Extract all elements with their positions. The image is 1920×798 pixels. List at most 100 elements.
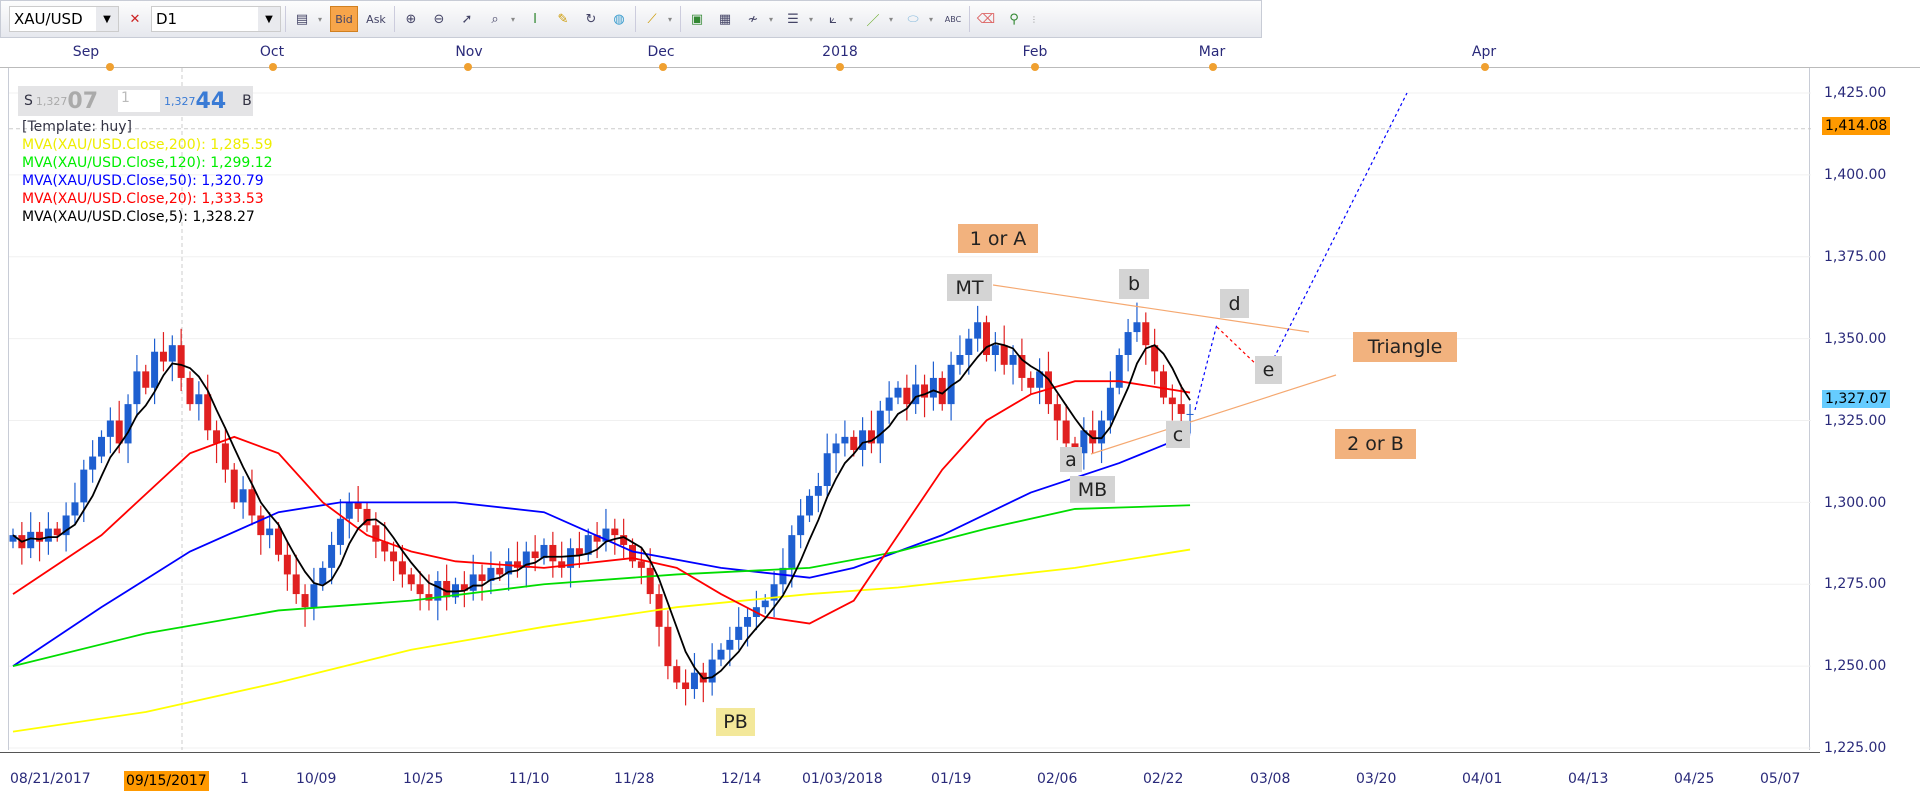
label-mt[interactable]: MT	[947, 274, 992, 301]
candle-body	[814, 486, 822, 496]
date-label: 03/20	[1356, 771, 1397, 787]
chevron-down-icon[interactable]: ▾	[668, 14, 673, 24]
label-2-or-b[interactable]: 2 or B	[1335, 429, 1416, 459]
price-axis[interactable]: 1,425.00 1,400.00 1,375.00 1,350.00 1,32…	[1810, 68, 1920, 758]
label-e[interactable]: e	[1255, 356, 1282, 384]
text-icon[interactable]: ABC	[941, 6, 965, 32]
sell-price-big[interactable]: 07	[67, 88, 99, 114]
date-label: 04/01	[1462, 771, 1503, 787]
label-b[interactable]: b	[1119, 269, 1149, 299]
legend-ma-20: MVA(XAU/USD.Close,20): 1,333.53	[22, 191, 264, 207]
cursor-icon[interactable]: ➚	[461, 11, 473, 27]
candle-body	[965, 338, 973, 355]
refresh-icon[interactable]: ↻	[585, 11, 597, 27]
buy-label[interactable]: B	[242, 93, 252, 109]
month-label: Dec	[647, 44, 675, 60]
chevron-down-icon[interactable]: ▾	[889, 14, 894, 24]
candle-body	[1133, 322, 1141, 333]
date-label: 04/13	[1568, 771, 1609, 787]
crosshair-date-tag: 09/15/2017	[124, 771, 209, 791]
chevron-down-icon[interactable]: ▾	[511, 14, 516, 24]
chevron-down-icon[interactable]: ▾	[809, 14, 814, 24]
label-d[interactable]: d	[1220, 289, 1249, 318]
bid-button[interactable]: Bid	[330, 6, 358, 32]
candle-body	[983, 322, 990, 355]
price-label: 1,300.00	[1824, 495, 1887, 511]
candle-body	[469, 574, 477, 591]
image-icon[interactable]: ▣	[690, 11, 704, 27]
window-icon[interactable]: ▦	[718, 11, 732, 27]
timeframe-value: D1	[156, 10, 178, 28]
label-mb[interactable]: MB	[1070, 476, 1115, 503]
text-tool-label: ABC	[944, 14, 962, 24]
candle-body	[797, 515, 805, 536]
properties-icon[interactable]: ✎	[557, 11, 569, 27]
month-marker	[1481, 63, 1489, 71]
candle-body	[584, 535, 592, 555]
eraser-icon[interactable]: ⌫	[976, 11, 996, 27]
price-chart[interactable]	[9, 68, 1811, 750]
chart-type-icon[interactable]: ▤	[295, 11, 309, 27]
chevron-down-icon[interactable]: ▾	[318, 14, 323, 24]
chevron-down-icon[interactable]: ▾	[849, 14, 854, 24]
label-triangle[interactable]: Triangle	[1353, 332, 1457, 362]
date-label: 11/28	[614, 771, 655, 787]
ellipse-icon[interactable]: ⬭	[907, 11, 919, 27]
label-a[interactable]: a	[1060, 447, 1082, 472]
ask-label: Ask	[366, 12, 386, 26]
draw-line-icon[interactable]: ≁	[747, 11, 759, 27]
candle-body	[832, 443, 840, 454]
candle-body	[567, 548, 575, 568]
pencil-icon[interactable]: ／	[866, 13, 880, 29]
chevron-down-icon[interactable]: ▾	[769, 14, 774, 24]
date-axis[interactable]: 08/21/2017 09/15/2017 1 10/09 10/25 11/1…	[0, 752, 1820, 798]
zoom-range-icon[interactable]: ⌕	[491, 11, 499, 27]
candle-body	[956, 355, 964, 365]
chevron-down-icon[interactable]: ▼	[96, 7, 118, 31]
fibonacci-icon[interactable]: ⟀	[829, 11, 837, 27]
more-icon[interactable]: ⋮	[1030, 14, 1038, 24]
candle-body	[921, 384, 929, 398]
buy-price-big[interactable]: 44	[195, 88, 227, 114]
ruler-icon[interactable]: ⟋	[647, 11, 657, 27]
triangle-upper-line	[992, 284, 1310, 333]
candle-body	[637, 561, 645, 568]
zoom-out-icon[interactable]: ⊖	[433, 11, 445, 27]
label-1-or-a[interactable]: 1 or A	[958, 224, 1038, 253]
sell-label[interactable]: S	[24, 93, 33, 109]
separator	[285, 6, 286, 32]
ma-50-line	[12, 433, 1191, 667]
price-label: 1,325.00	[1824, 413, 1887, 429]
symbol-remove-icon[interactable]: ✕	[129, 11, 141, 27]
globe-icon[interactable]: ◍	[613, 11, 625, 27]
vertical-line-icon[interactable]: I	[533, 11, 537, 27]
amount-input[interactable]: 1	[118, 90, 161, 112]
chart-plot-area[interactable]	[8, 68, 1811, 750]
hierarchy-icon[interactable]: ⚲	[1009, 11, 1019, 27]
horizontal-lines-icon[interactable]: ☰	[787, 11, 799, 27]
ask-button[interactable]: Ask	[362, 6, 390, 32]
chevron-down-icon[interactable]: ▾	[929, 14, 934, 24]
candle-body	[292, 574, 300, 595]
timeframe-select[interactable]: D1 ▼	[151, 6, 281, 32]
chevron-down-icon[interactable]: ▼	[258, 7, 280, 31]
month-label: Apr	[1471, 44, 1497, 60]
candle-body	[230, 469, 238, 503]
date-label: 02/22	[1143, 771, 1184, 787]
candle-body	[1098, 420, 1106, 444]
label-pb[interactable]: PB	[716, 708, 755, 736]
zoom-in-icon[interactable]: ⊕	[405, 11, 417, 27]
candle-body	[425, 594, 433, 601]
price-label: 1,250.00	[1824, 658, 1887, 674]
candle-body	[372, 525, 380, 542]
symbol-select[interactable]: XAU/USD ▼	[9, 6, 119, 32]
candle-body	[1168, 397, 1176, 405]
month-label: Nov	[455, 44, 483, 60]
candle-body	[1142, 322, 1150, 346]
candle-body	[345, 502, 353, 519]
candle-body	[602, 528, 610, 542]
candle-body	[1062, 420, 1070, 444]
candle-body	[841, 436, 849, 444]
label-c[interactable]: c	[1166, 421, 1190, 448]
date-label: 10/25	[403, 771, 444, 787]
